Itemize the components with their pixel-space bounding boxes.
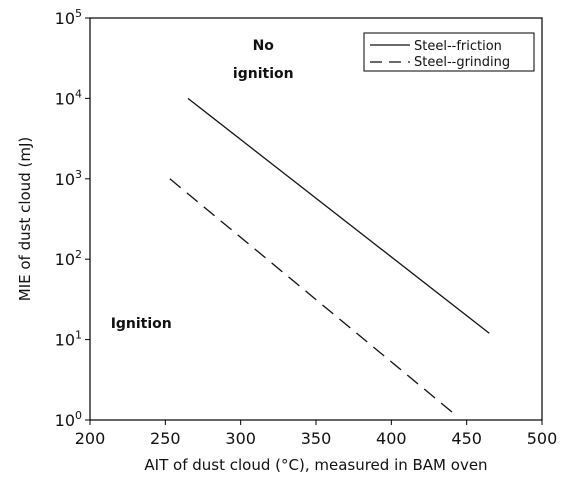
series-layer [169,97,490,418]
x-tick-label-450: 450 [451,429,482,448]
x-tick-label-250: 250 [150,429,181,448]
y-tick-label-10000: 104 [55,87,82,108]
annotation-ignition-region: Ignition [111,316,172,332]
x-tick-label-200: 200 [75,429,106,448]
annotation-ignition-label: ignition [233,66,294,82]
y-tick-label-100: 102 [55,248,82,269]
y-tick-label-10: 101 [55,329,82,350]
legend: Steel--friction Steel--grinding [363,32,535,72]
x-tick-label-300: 300 [225,429,256,448]
legend-label-friction: Steel--friction [414,39,502,54]
annotation-no: No [253,38,275,54]
x-tick-label-500: 500 [527,429,558,448]
series-line-steel-grinding [169,178,459,418]
y-tick-label-1000: 103 [55,168,82,189]
x-axis-title: AIT of dust cloud (°C), measured in BAM … [144,456,487,474]
plot-area [89,17,543,421]
x-axis: 200 250 300 350 400 450 500 [75,420,558,448]
x-tick-label-400: 400 [376,429,407,448]
annotations: No ignition Ignition [111,38,294,332]
series-line-steel-friction [187,97,490,334]
y-axis-title: MIE of dust cloud (mJ) [16,137,34,301]
y-axis: 100 101 102 103 104 105 [55,7,90,430]
legend-label-grinding: Steel--grinding [414,55,510,70]
y-tick-label-1: 100 [55,409,82,430]
x-tick-label-350: 350 [301,429,332,448]
legend-box [363,32,535,72]
y-tick-label-100000: 105 [55,7,82,28]
